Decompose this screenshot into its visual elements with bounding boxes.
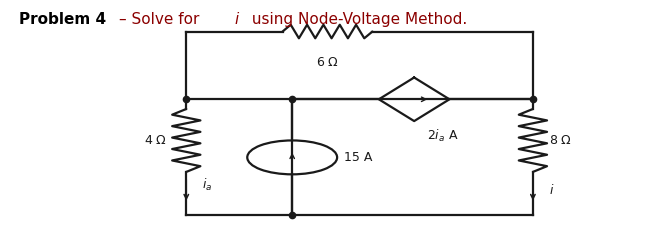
Text: $i_a$: $i_a$ (202, 177, 213, 193)
Text: 6 $\Omega$: 6 $\Omega$ (316, 56, 339, 69)
Text: Problem 4: Problem 4 (20, 12, 107, 27)
Text: 8 $\Omega$: 8 $\Omega$ (549, 134, 572, 147)
Text: 2$i_a$ A: 2$i_a$ A (427, 128, 458, 144)
Text: 15 A: 15 A (344, 151, 372, 164)
Text: i: i (234, 12, 238, 27)
Text: 4 $\Omega$: 4 $\Omega$ (144, 134, 167, 147)
Text: – Solve for: – Solve for (119, 12, 204, 27)
Text: using Node-Voltage Method.: using Node-Voltage Method. (248, 12, 468, 27)
Text: $i$: $i$ (549, 183, 554, 197)
